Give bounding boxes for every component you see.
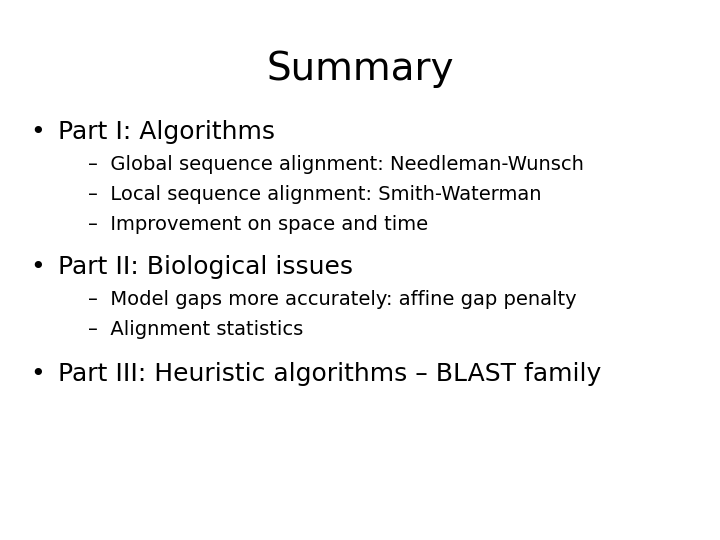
Text: –  Alignment statistics: – Alignment statistics — [88, 320, 303, 339]
Text: Part II: Biological issues: Part II: Biological issues — [58, 255, 353, 279]
Text: –  Improvement on space and time: – Improvement on space and time — [88, 215, 428, 234]
Text: Part III: Heuristic algorithms – BLAST family: Part III: Heuristic algorithms – BLAST f… — [58, 362, 601, 386]
Text: –  Local sequence alignment: Smith-Waterman: – Local sequence alignment: Smith-Waterm… — [88, 185, 541, 204]
Text: Part I: Algorithms: Part I: Algorithms — [58, 120, 275, 144]
Text: •: • — [30, 255, 45, 279]
Text: •: • — [30, 362, 45, 386]
Text: –  Model gaps more accurately: affine gap penalty: – Model gaps more accurately: affine gap… — [88, 290, 577, 309]
Text: –  Global sequence alignment: Needleman-Wunsch: – Global sequence alignment: Needleman-W… — [88, 155, 584, 174]
Text: •: • — [30, 120, 45, 144]
Text: Summary: Summary — [266, 50, 454, 88]
